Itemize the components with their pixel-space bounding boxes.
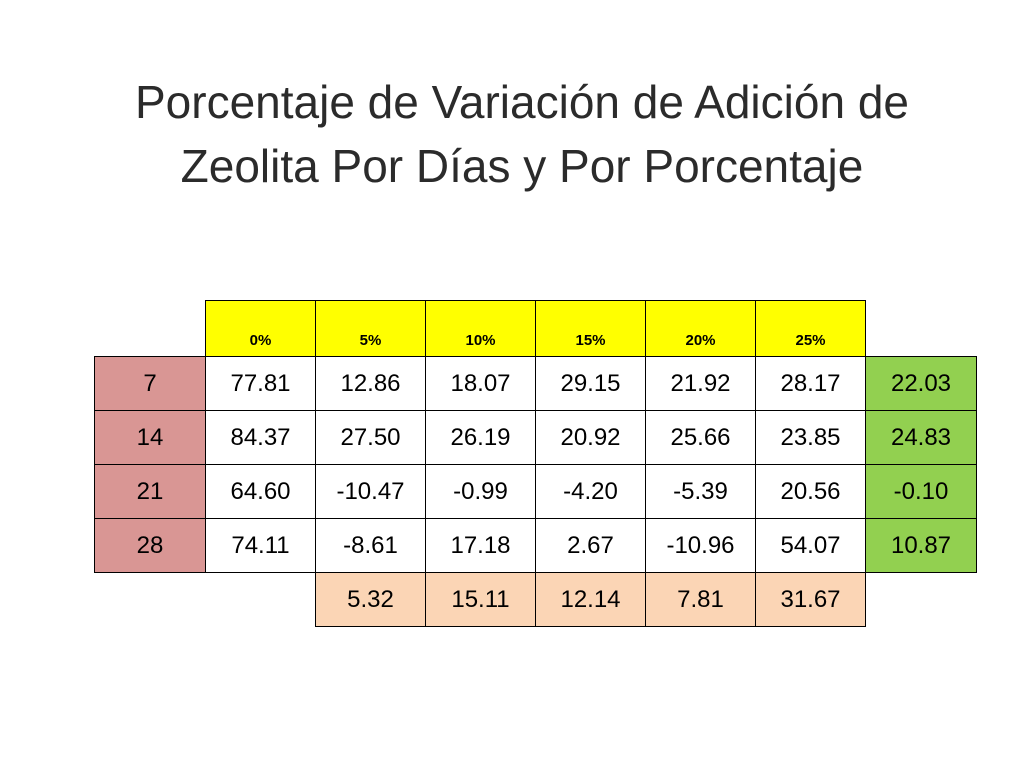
table-cell: 64.60 xyxy=(205,464,316,519)
table-cell: -0.99 xyxy=(425,464,536,519)
empty-cell xyxy=(206,573,316,627)
table-cell: -10.96 xyxy=(645,518,756,573)
table-row: 14 84.37 27.50 26.19 20.92 25.66 23.85 2… xyxy=(94,410,977,465)
table-cell: 74.11 xyxy=(205,518,316,573)
table-cell: 23.85 xyxy=(755,410,866,465)
column-header: 15% xyxy=(535,300,646,357)
table-cell: 27.50 xyxy=(315,410,426,465)
table-cell: -8.61 xyxy=(315,518,426,573)
day-label: 7 xyxy=(94,356,206,411)
table-cell: 26.19 xyxy=(425,410,536,465)
table-cell: 28.17 xyxy=(755,356,866,411)
day-label: 21 xyxy=(94,464,206,519)
variation-table: 0% 5% 10% 15% 20% 25% 7 77.81 12.86 18.0… xyxy=(94,300,977,627)
table-row: 21 64.60 -10.47 -0.99 -4.20 -5.39 20.56 … xyxy=(94,464,977,519)
column-header: 25% xyxy=(755,300,866,357)
column-average-row: 5.32 15.11 12.14 7.81 31.67 xyxy=(95,572,977,627)
column-header: 10% xyxy=(425,300,536,357)
empty-cell xyxy=(95,573,206,627)
day-label: 28 xyxy=(94,518,206,573)
table-cell: 84.37 xyxy=(205,410,316,465)
header-row: 0% 5% 10% 15% 20% 25% xyxy=(95,300,977,357)
table-cell: 2.67 xyxy=(535,518,646,573)
column-header: 0% xyxy=(205,300,316,357)
row-average: 24.83 xyxy=(865,410,977,465)
table-cell: 25.66 xyxy=(645,410,756,465)
column-average: 7.81 xyxy=(645,572,756,627)
table-cell: 77.81 xyxy=(205,356,316,411)
table-cell: 17.18 xyxy=(425,518,536,573)
column-average: 5.32 xyxy=(315,572,426,627)
column-header: 5% xyxy=(315,300,426,357)
table-cell: 18.07 xyxy=(425,356,536,411)
table-cell: -4.20 xyxy=(535,464,646,519)
table-cell: -5.39 xyxy=(645,464,756,519)
table-row: 28 74.11 -8.61 17.18 2.67 -10.96 54.07 1… xyxy=(94,518,977,573)
table-cell: 29.15 xyxy=(535,356,646,411)
corner-cell xyxy=(95,301,206,357)
row-average: -0.10 xyxy=(865,464,977,519)
column-average: 31.67 xyxy=(755,572,866,627)
column-header: 20% xyxy=(645,300,756,357)
table-cell: 20.56 xyxy=(755,464,866,519)
header-spacer xyxy=(866,301,977,357)
title-line-2: Zeolita Por Días y Por Porcentaje xyxy=(180,140,864,192)
table-cell: 54.07 xyxy=(755,518,866,573)
table-cell: 21.92 xyxy=(645,356,756,411)
empty-cell xyxy=(866,573,977,627)
slide-title: Porcentaje de Variación de Adición de Ze… xyxy=(40,70,1004,198)
row-average: 10.87 xyxy=(865,518,977,573)
table-cell: 12.86 xyxy=(315,356,426,411)
table-row: 7 77.81 12.86 18.07 29.15 21.92 28.17 22… xyxy=(94,356,977,411)
row-average: 22.03 xyxy=(865,356,977,411)
column-average: 15.11 xyxy=(425,572,536,627)
day-label: 14 xyxy=(94,410,206,465)
title-line-1: Porcentaje de Variación de Adición de xyxy=(134,76,909,128)
table-cell: 20.92 xyxy=(535,410,646,465)
column-average: 12.14 xyxy=(535,572,646,627)
table-cell: -10.47 xyxy=(315,464,426,519)
